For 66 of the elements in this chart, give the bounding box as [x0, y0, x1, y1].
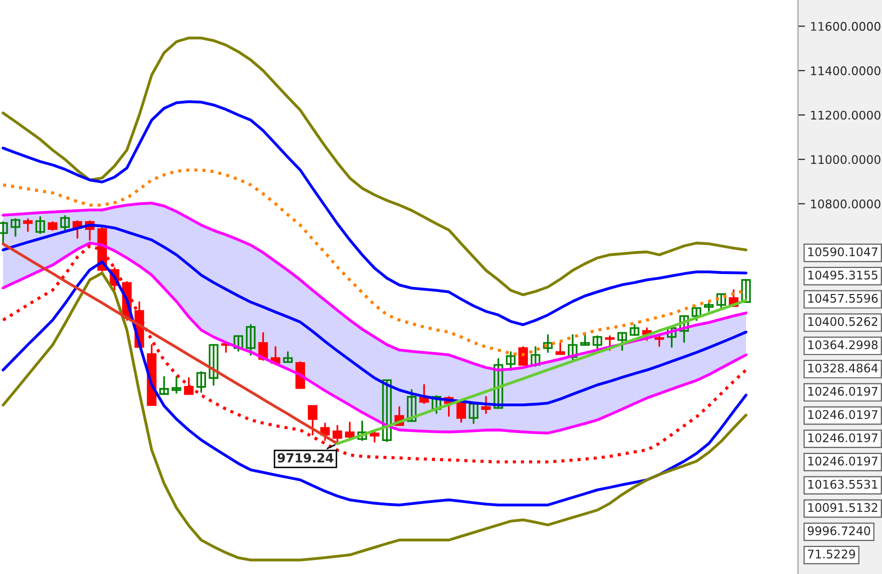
candlestick: [580, 332, 590, 346]
candlestick: [692, 307, 702, 321]
candlestick: [332, 424, 342, 444]
text: 10328.4864: [808, 364, 878, 373]
candlestick: [10, 218, 20, 237]
line-series: [2, 260, 748, 506]
candlestick: [654, 335, 664, 347]
candlestick: [555, 342, 566, 355]
candlestick: [60, 215, 70, 231]
candlestick: [530, 346, 540, 367]
candlestick: [159, 376, 169, 395]
candlestick: [456, 401, 466, 423]
text: 10246.0197: [808, 386, 878, 396]
candlestick: [234, 335, 244, 352]
candlestick: [468, 402, 478, 424]
candlestick: [716, 293, 726, 310]
y-tick-label: 11600.0000: [811, 22, 880, 31]
line-series: [2, 202, 748, 372]
candlestick: [506, 351, 516, 371]
candlestick: [406, 389, 416, 422]
text: 9996.7240: [808, 526, 870, 536]
text: 10163.5531: [808, 480, 878, 489]
line-series: [2, 100, 748, 326]
candlestick: [172, 376, 182, 394]
y-tick-label: 11200.0000: [811, 110, 880, 120]
candlestick: [568, 334, 578, 361]
candlestick: [35, 216, 46, 234]
text: 10091.5132: [808, 503, 878, 512]
candlestick: [357, 420, 367, 441]
candlestick: [543, 334, 553, 353]
candlestick: [592, 335, 602, 351]
line-series: [2, 272, 748, 562]
candlestick: [246, 324, 256, 356]
candlestick: [344, 422, 355, 441]
candlestick: [370, 430, 380, 443]
candlestick: [196, 371, 206, 393]
line-series: [2, 36, 748, 296]
line-series: [2, 242, 339, 446]
candlestick: [208, 344, 218, 386]
candlestick: [432, 395, 442, 414]
candlestick: [184, 377, 194, 395]
annotation: 9719.24: [278, 453, 334, 463]
candlestick: [481, 396, 491, 414]
candlestick: [605, 335, 615, 351]
y-tick-label: 10800.0000: [811, 199, 880, 208]
y-tick-label: 11400.0000: [811, 66, 880, 76]
candlestick: [617, 332, 627, 351]
candlestick: [283, 351, 293, 363]
text: 71.5229: [808, 550, 856, 558]
text: 10246.0197: [808, 433, 878, 442]
text: 10246.0197: [808, 410, 878, 419]
candlestick: [666, 327, 677, 348]
candlestick: [382, 379, 392, 442]
text: 10590.1047: [808, 247, 878, 256]
candlestick: [23, 218, 33, 232]
candlestick: [679, 315, 689, 343]
y-tick-label: 11000.0000: [811, 155, 880, 164]
text: 10495.3155: [808, 270, 878, 280]
text: 10400.5262: [808, 317, 878, 326]
text: 10457.5596: [808, 294, 878, 303]
candlestick: [494, 358, 504, 409]
text: 10246.0197: [808, 456, 878, 466]
text: 10364.2998: [808, 340, 878, 350]
candlestick: [308, 405, 318, 436]
candlestick: [741, 279, 751, 303]
candlestick: [630, 324, 640, 336]
